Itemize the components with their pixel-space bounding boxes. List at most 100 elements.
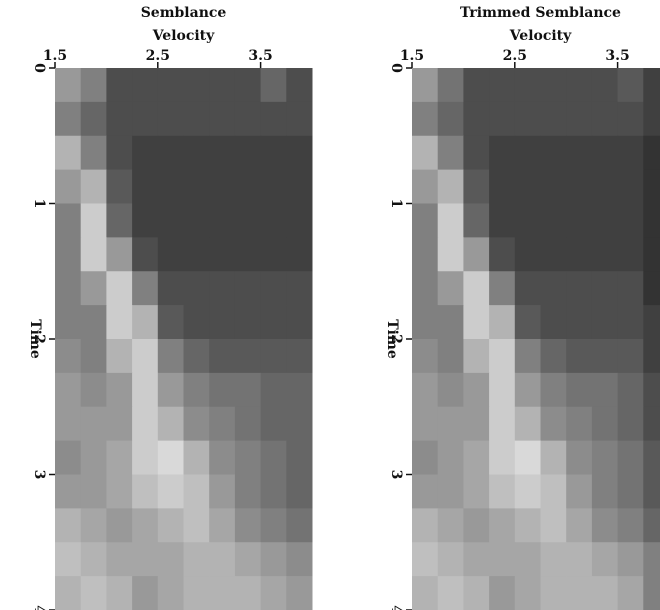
heatmap-cell — [591, 237, 619, 272]
heatmap-cell — [643, 440, 660, 475]
heatmap-cell — [489, 372, 516, 408]
heatmap-cell — [617, 203, 644, 238]
heatmap-cell — [209, 339, 236, 374]
heatmap-cell — [566, 339, 593, 374]
heatmap-cell — [106, 474, 133, 509]
heatmap-cell — [540, 474, 567, 509]
y-tick-label: 3 — [388, 470, 404, 480]
y-tick-label: 0 — [31, 63, 47, 73]
heatmap-cell — [80, 135, 107, 171]
heatmap-cell — [132, 169, 159, 204]
heatmap-cell — [412, 474, 439, 509]
heatmap-cell — [286, 305, 313, 340]
heatmap-cell — [157, 576, 184, 610]
heatmap-cell — [437, 542, 464, 577]
heatmap-cell — [412, 576, 439, 610]
heatmap-cell — [617, 508, 644, 543]
heatmap-cell — [183, 508, 210, 543]
heatmap-cell — [260, 101, 287, 137]
y-tick-label: 4 — [388, 605, 404, 610]
heatmap-cell — [106, 542, 133, 577]
heatmap-cell — [55, 68, 82, 103]
heatmap-cell — [260, 406, 287, 442]
heatmap-cell — [55, 542, 82, 577]
heatmap-cell — [566, 440, 593, 475]
heatmap-cell — [157, 203, 184, 238]
heatmap-cell — [80, 339, 107, 374]
heatmap-cell — [106, 237, 133, 272]
heatmap-cell — [106, 169, 133, 204]
heatmap-cell — [132, 271, 159, 306]
heatmap-cell — [591, 508, 619, 543]
heatmap-cell — [183, 305, 210, 340]
heatmap-cell — [514, 339, 541, 374]
heatmap-cell — [643, 339, 660, 374]
heatmap-cell — [183, 576, 210, 610]
heatmap-cell — [566, 135, 593, 171]
heatmap-cell — [80, 68, 107, 103]
heatmap-cell — [412, 101, 439, 137]
heatmap-cell — [209, 169, 236, 204]
heatmap-cell — [617, 542, 644, 577]
heatmap-cell — [412, 305, 439, 340]
heatmap-cell — [157, 101, 184, 137]
heatmap-cell — [209, 135, 236, 171]
heatmap-cell — [437, 203, 464, 238]
heatmap-cell — [234, 135, 262, 171]
heatmap-cell — [80, 474, 107, 509]
heatmap-cell — [80, 542, 107, 577]
heatmap-cell — [80, 237, 107, 272]
heatmap-cell — [106, 305, 133, 340]
heatmap-cell — [286, 440, 313, 475]
heatmap-cell — [643, 372, 660, 408]
heatmap-cell — [157, 305, 184, 340]
heatmap-cell — [591, 203, 619, 238]
heatmap-cell — [489, 542, 516, 577]
heatmap-cell — [132, 101, 159, 137]
heatmap-cell — [463, 237, 490, 272]
heatmap-cell — [514, 169, 541, 204]
heatmap-cell — [132, 372, 159, 408]
heatmap-cell — [234, 305, 262, 340]
heatmap-cell — [260, 440, 287, 475]
heatmap-cell — [463, 101, 490, 137]
heatmap-cell — [437, 372, 464, 408]
heatmap-cell — [489, 169, 516, 204]
heatmap-cell — [643, 237, 660, 272]
x-axis-label: Velocity — [509, 28, 572, 44]
heatmap-cell — [540, 305, 567, 340]
heatmap-cell — [55, 576, 82, 610]
heatmap-cell — [157, 474, 184, 509]
heatmap-cell — [412, 169, 439, 204]
heatmap-cell — [260, 542, 287, 577]
heatmap-cell — [286, 474, 313, 509]
heatmap-cell — [540, 135, 567, 171]
heatmap-cell — [55, 406, 82, 442]
heatmap-cell — [157, 237, 184, 272]
heatmap-cell — [183, 237, 210, 272]
y-tick-label: 1 — [388, 199, 404, 209]
heatmap-cell — [643, 406, 660, 442]
y-tick-label: 2 — [31, 334, 47, 344]
heatmap-cell — [106, 339, 133, 374]
heatmap-cell — [412, 203, 439, 238]
heatmap-cell — [55, 101, 82, 137]
heatmap-cell — [617, 169, 644, 204]
heatmap-cell — [489, 135, 516, 171]
heatmap-cell — [183, 406, 210, 442]
heatmap-cell — [540, 372, 567, 408]
heatmap-cell — [106, 135, 133, 171]
heatmap-cell — [286, 339, 313, 374]
heatmap-cell — [80, 508, 107, 543]
heatmap-cell — [514, 474, 541, 509]
heatmap-cell — [55, 474, 82, 509]
heatmap-cell — [106, 508, 133, 543]
heatmap-cell — [540, 169, 567, 204]
heatmap-cell — [55, 440, 82, 475]
heatmap-cell — [132, 237, 159, 272]
heatmap-cell — [437, 237, 464, 272]
heatmap-cell — [463, 339, 490, 374]
heatmap-cell — [260, 203, 287, 238]
heatmap-cell — [617, 68, 644, 103]
heatmap-cell — [437, 508, 464, 543]
